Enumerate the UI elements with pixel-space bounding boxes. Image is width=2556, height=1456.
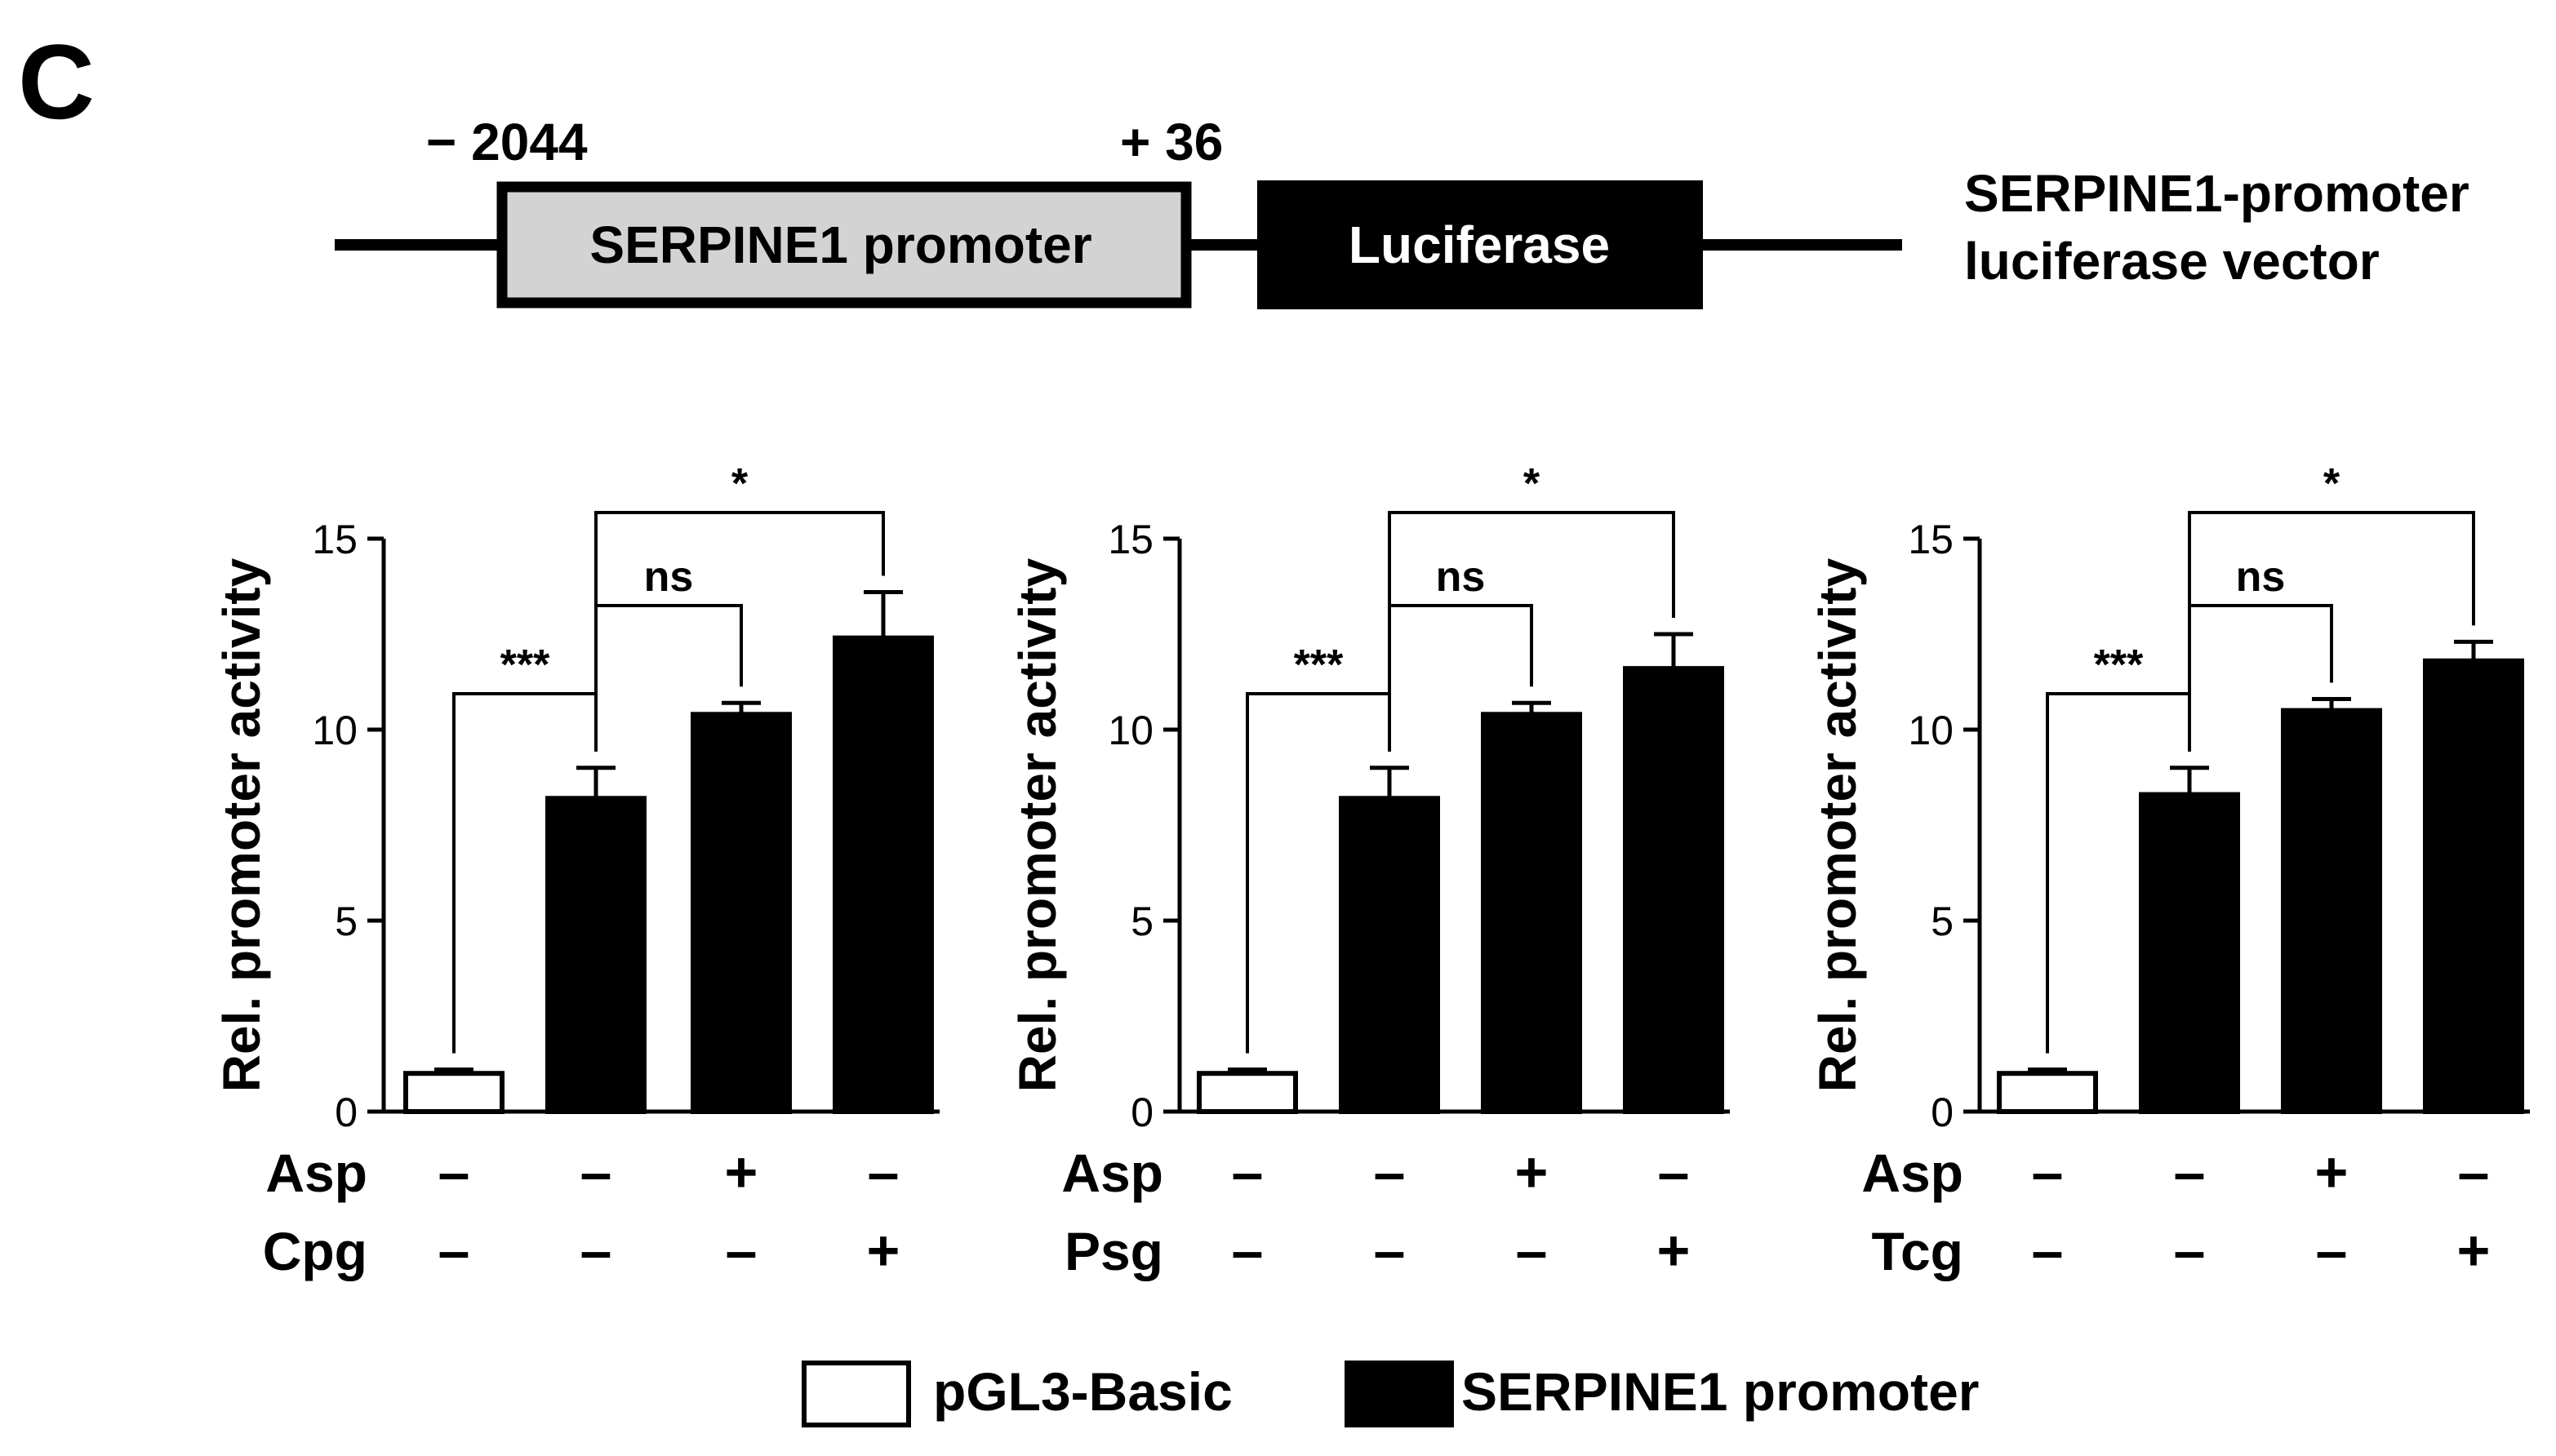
chart-panel-1: 0 5 10 15 Rel. promoter activity *** ns * Asp – – +… (212, 460, 940, 1282)
condition-label: Asp (265, 1143, 367, 1203)
chart-panel-3: 0 5 10 15 Rel. promoter activity *** ns * Asp – – +… (1808, 460, 2530, 1282)
condition-label: Asp (1061, 1143, 1163, 1203)
condition-sign: – (2032, 1219, 2064, 1282)
y-tick-label: 5 (335, 899, 358, 944)
condition-sign: – (580, 1140, 612, 1204)
y-tick-label: 0 (1131, 1090, 1154, 1135)
condition-sign: + (2457, 1219, 2491, 1282)
significance-label: *** (500, 641, 550, 689)
condition-sign: – (438, 1219, 470, 1282)
significance-label: ns (644, 553, 694, 601)
condition-sign: – (1516, 1219, 1548, 1282)
luciferase-box (1257, 180, 1703, 309)
bar (403, 1071, 505, 1114)
bar (2281, 708, 2382, 1114)
legend-swatch (1345, 1361, 1454, 1427)
bar (1197, 1071, 1298, 1114)
condition-sign: – (1374, 1219, 1406, 1282)
chart-panel-2: 0 5 10 15 Rel. promoter activity *** ns * Asp – – +… (1008, 460, 1730, 1282)
y-tick-label: 5 (1931, 899, 1954, 944)
condition-sign: + (1657, 1219, 1691, 1282)
significance-label: * (2323, 460, 2340, 508)
condition-sign: – (726, 1219, 758, 1282)
y-tick-label: 15 (1908, 517, 1954, 562)
bar (1481, 712, 1582, 1115)
condition-sign: – (438, 1140, 470, 1204)
condition-label: Tcg (1872, 1221, 1963, 1281)
bar (545, 796, 647, 1114)
y-tick-label: 15 (312, 517, 358, 562)
condition-label: Psg (1065, 1221, 1163, 1281)
y-axis-label: Rel. promoter activity (1008, 557, 1067, 1092)
condition-sign: – (1232, 1140, 1264, 1204)
significance-label: ns (1436, 553, 1486, 601)
bar (2139, 792, 2240, 1114)
condition-sign: + (725, 1140, 758, 1204)
significance-label: * (731, 460, 749, 508)
significance-bracket (594, 511, 885, 752)
start-position-label: − 2044 (426, 113, 588, 171)
condition-sign: – (2032, 1140, 2064, 1204)
y-tick-label: 5 (1131, 899, 1154, 944)
condition-sign: – (1374, 1140, 1406, 1204)
bar (1623, 666, 1724, 1114)
significance-label: * (1523, 460, 1540, 508)
condition-sign: + (1515, 1140, 1549, 1204)
bar-chart-panels: 0 5 10 15 Rel. promoter activity *** ns * Asp – – +… (212, 460, 2530, 1282)
condition-sign: – (580, 1219, 612, 1282)
condition-sign: – (2316, 1219, 2348, 1282)
condition-sign: – (1232, 1219, 1264, 1282)
condition-sign: + (867, 1219, 900, 1282)
condition-sign: – (2174, 1219, 2206, 1282)
bar (1339, 796, 1440, 1114)
promoter-box (496, 181, 1192, 309)
y-tick-label: 10 (312, 708, 358, 753)
end-position-label: + 36 (1120, 113, 1223, 171)
significance-label: *** (2094, 641, 2144, 689)
significance-label: ns (2236, 553, 2286, 601)
construct-diagram: SERPINE1 promoter Luciferase − 2044 + 36… (335, 113, 2469, 309)
significance-label: *** (1294, 641, 1344, 689)
y-tick-label: 15 (1108, 517, 1154, 562)
y-tick-label: 0 (335, 1090, 358, 1135)
legend-swatch (802, 1361, 911, 1427)
legend: pGL3-Basic SERPINE1 promoter (802, 1361, 1979, 1427)
significance-bracket (1388, 511, 1675, 752)
y-axis-label: Rel. promoter activity (1808, 557, 1867, 1092)
condition-sign: – (2174, 1140, 2206, 1204)
legend-label: pGL3-Basic (933, 1361, 1233, 1422)
condition-sign: + (2315, 1140, 2349, 1204)
promoter-label: SERPINE1 promoter (589, 215, 1091, 274)
condition-sign: – (2458, 1140, 2490, 1204)
significance-bracket (2188, 511, 2475, 752)
y-tick-label: 10 (1908, 708, 1954, 753)
bar (833, 635, 934, 1114)
construct-caption-line2: luciferase vector (1964, 232, 2380, 291)
condition-label: Cpg (263, 1221, 367, 1281)
panel-label: C (18, 22, 95, 141)
condition-label: Asp (1861, 1143, 1963, 1203)
y-tick-label: 0 (1931, 1090, 1954, 1135)
luciferase-label: Luciferase (1349, 215, 1610, 274)
condition-sign: – (868, 1140, 900, 1204)
legend-label: SERPINE1 promoter (1461, 1361, 1979, 1422)
bar (1997, 1071, 2098, 1114)
construct-caption-line1: SERPINE1-promoter (1964, 164, 2469, 223)
bar (2423, 658, 2524, 1114)
y-axis-label: Rel. promoter activity (212, 557, 271, 1092)
condition-sign: – (1658, 1140, 1690, 1204)
y-tick-label: 10 (1108, 708, 1154, 753)
bar (691, 712, 792, 1115)
